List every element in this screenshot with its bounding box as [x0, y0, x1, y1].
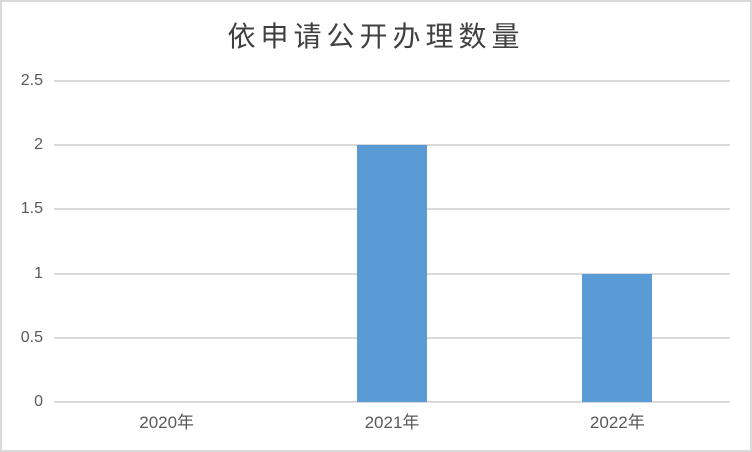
y-axis-tick-label: 2.5 — [20, 72, 43, 89]
plot-area — [54, 80, 730, 403]
y-axis-tick-label: 0 — [34, 393, 43, 410]
x-axis: 2020年 2021年 2022年 — [54, 409, 730, 439]
bar — [357, 145, 427, 402]
y-axis-tick-label: 1 — [34, 264, 43, 282]
gridline — [54, 401, 730, 403]
bar — [582, 273, 653, 402]
y-axis-tick-label: 0.5 — [20, 328, 43, 346]
chart-title: 依申请公开办理数量 — [227, 22, 525, 53]
x-axis-category-label: 2020年 — [139, 413, 195, 432]
gridline — [54, 80, 730, 82]
y-axis-tick-label: 1.5 — [20, 200, 43, 218]
y-axis-tick-label: 2 — [34, 136, 43, 154]
y-axis: 0 0.5 1 1.5 2 2.5 — [2, 73, 45, 410]
x-axis-category-label: 2021年 — [364, 413, 420, 432]
x-axis-category-label: 2022年 — [589, 413, 645, 432]
